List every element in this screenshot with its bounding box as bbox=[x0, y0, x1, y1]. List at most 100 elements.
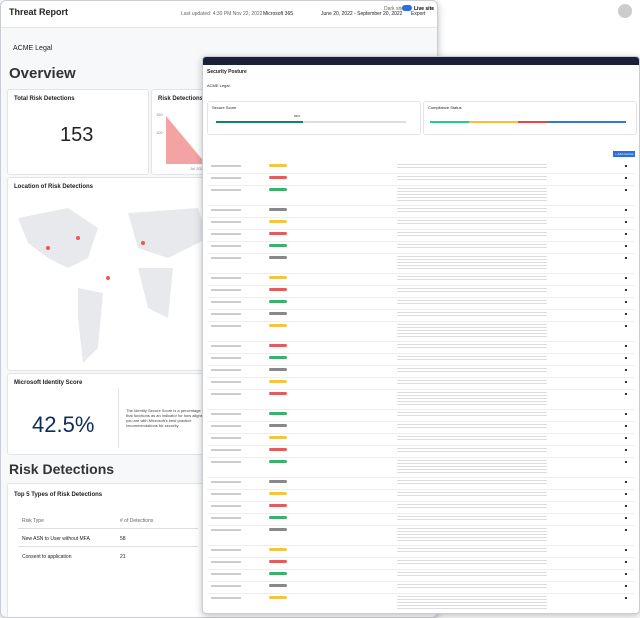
table-row[interactable] bbox=[207, 477, 635, 490]
table-row[interactable] bbox=[207, 321, 635, 342]
row-menu[interactable] bbox=[625, 233, 627, 235]
table-row[interactable] bbox=[207, 229, 635, 242]
card-title: Compliance Status bbox=[428, 105, 462, 110]
table-row[interactable] bbox=[207, 389, 635, 410]
text-line bbox=[397, 188, 547, 201]
row-menu[interactable] bbox=[625, 505, 627, 507]
table-row[interactable] bbox=[207, 161, 635, 174]
table-row[interactable] bbox=[207, 457, 635, 478]
table-row[interactable] bbox=[207, 185, 635, 206]
row-menu[interactable] bbox=[625, 289, 627, 291]
table-row[interactable] bbox=[207, 253, 635, 274]
table-row[interactable] bbox=[207, 409, 635, 422]
table-row[interactable] bbox=[207, 581, 635, 594]
row-menu[interactable] bbox=[625, 245, 627, 247]
row-menu[interactable] bbox=[625, 177, 627, 179]
text-line bbox=[211, 325, 241, 327]
table-row[interactable] bbox=[207, 365, 635, 378]
table-row[interactable] bbox=[207, 513, 635, 526]
table-row[interactable] bbox=[207, 557, 635, 570]
table-row[interactable] bbox=[207, 421, 635, 434]
table-row[interactable] bbox=[207, 593, 635, 613]
table-row[interactable] bbox=[207, 525, 635, 546]
table-row[interactable] bbox=[207, 341, 635, 354]
row-menu[interactable] bbox=[625, 493, 627, 495]
card-title: Total Risk Detections bbox=[14, 96, 75, 102]
status-badge bbox=[269, 448, 287, 451]
row-menu[interactable] bbox=[625, 425, 627, 427]
row-menu[interactable] bbox=[625, 573, 627, 575]
table-row[interactable] bbox=[207, 273, 635, 286]
total-risk-card: Total Risk Detections 153 bbox=[7, 89, 149, 175]
table-row[interactable] bbox=[207, 173, 635, 186]
table-row[interactable] bbox=[207, 545, 635, 558]
row-menu[interactable] bbox=[625, 325, 627, 327]
table-row[interactable] bbox=[207, 569, 635, 582]
row-menu[interactable] bbox=[625, 517, 627, 519]
row-menu[interactable] bbox=[625, 585, 627, 587]
y-tick: 100 bbox=[156, 130, 163, 135]
row-menu[interactable] bbox=[625, 357, 627, 359]
table-row[interactable] bbox=[207, 309, 635, 322]
tenant[interactable]: Microsoft 365 bbox=[263, 11, 294, 17]
export[interactable]: Export bbox=[411, 11, 426, 17]
trend-area bbox=[166, 116, 206, 164]
table-row[interactable] bbox=[207, 285, 635, 298]
toggle[interactable] bbox=[402, 5, 412, 11]
table-row[interactable] bbox=[207, 205, 635, 218]
org[interactable]: ACME Legal bbox=[13, 45, 53, 52]
table-row[interactable] bbox=[207, 241, 635, 254]
table-row[interactable] bbox=[207, 433, 635, 446]
row-menu[interactable] bbox=[625, 393, 627, 395]
text-line bbox=[211, 381, 241, 383]
table-row[interactable] bbox=[207, 353, 635, 366]
status-badge bbox=[269, 480, 287, 483]
row-menu[interactable] bbox=[625, 461, 627, 463]
row-menu[interactable] bbox=[625, 449, 627, 451]
table-row[interactable] bbox=[207, 613, 635, 614]
status-badge bbox=[269, 344, 287, 347]
security-posture-window: Security Posture ACME Legal Secure Score… bbox=[202, 56, 640, 614]
row-menu[interactable] bbox=[625, 529, 627, 531]
avatar[interactable] bbox=[618, 4, 632, 18]
row-menu[interactable] bbox=[625, 209, 627, 211]
text-line bbox=[211, 449, 241, 451]
dark-site[interactable]: Dark site bbox=[384, 6, 404, 12]
world-map bbox=[18, 208, 208, 363]
text-line bbox=[211, 393, 241, 395]
table-row[interactable] bbox=[207, 501, 635, 514]
row-menu[interactable] bbox=[625, 277, 627, 279]
table-row[interactable] bbox=[207, 489, 635, 502]
row-menu[interactable] bbox=[625, 313, 627, 315]
date-range[interactable]: June 20, 2022 - September 20, 2022 bbox=[321, 11, 403, 17]
table-row[interactable] bbox=[207, 445, 635, 458]
org[interactable]: ACME Legal bbox=[207, 83, 230, 88]
table-row[interactable] bbox=[207, 217, 635, 230]
row-menu[interactable] bbox=[625, 345, 627, 347]
row-menu[interactable] bbox=[625, 597, 627, 599]
row-menu[interactable] bbox=[625, 257, 627, 259]
row-menu[interactable] bbox=[625, 221, 627, 223]
add-button[interactable]: + Add Control bbox=[613, 151, 636, 157]
row-menu[interactable] bbox=[625, 481, 627, 483]
table-row[interactable] bbox=[207, 377, 635, 390]
text-line bbox=[211, 585, 241, 587]
row-menu[interactable] bbox=[625, 549, 627, 551]
row-menu[interactable] bbox=[625, 437, 627, 439]
status-badge bbox=[269, 548, 287, 551]
text-line bbox=[211, 369, 241, 371]
table-row[interactable] bbox=[207, 297, 635, 310]
row-menu[interactable] bbox=[625, 165, 627, 167]
card-title: Top 5 Types of Risk Detections bbox=[14, 492, 103, 498]
text-line bbox=[211, 165, 241, 167]
text-line bbox=[397, 232, 547, 237]
live-site[interactable]: Live site bbox=[414, 6, 435, 12]
row-menu[interactable] bbox=[625, 561, 627, 563]
row-menu[interactable] bbox=[625, 413, 627, 415]
row-menu[interactable] bbox=[625, 369, 627, 371]
row-menu[interactable] bbox=[625, 189, 627, 191]
status-badge bbox=[269, 220, 287, 223]
row-menu[interactable] bbox=[625, 381, 627, 383]
row-menu[interactable] bbox=[625, 301, 627, 303]
card-title: Risk Detections Trend bbox=[158, 96, 222, 102]
